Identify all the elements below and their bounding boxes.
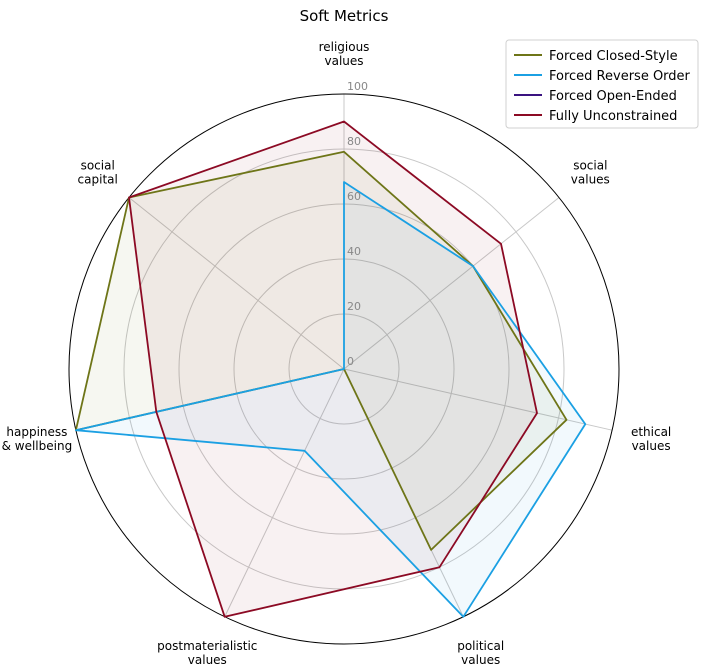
legend-entry: Forced Reverse Order: [549, 69, 691, 84]
radial-tick-label: 40: [347, 245, 361, 258]
grid-spoke: [343, 368, 613, 431]
axis-label-line: religious: [319, 40, 370, 54]
chart-title: Soft Metrics: [300, 7, 389, 25]
axis-label-line: social: [573, 159, 607, 173]
axis-label-line: capital: [78, 173, 118, 187]
series-fill: [75, 182, 586, 617]
grid-spoke: [128, 197, 345, 370]
axis-label-line: & wellbeing: [2, 439, 73, 453]
axis-label-line: social: [81, 159, 115, 173]
radial-tick-label: 60: [347, 190, 361, 203]
legend-entry: Forced Closed-Style: [549, 49, 678, 64]
grid-spoke: [224, 368, 345, 617]
series-line: [75, 181, 587, 618]
legend-entry: Forced Open-Ended: [549, 89, 677, 104]
legend: Forced Closed-Style Forced Reverse Order F…: [505, 39, 699, 129]
axis-label: happiness& wellbeing: [2, 425, 73, 453]
axis-label-line: values: [188, 653, 227, 667]
grid-spoke: [343, 197, 560, 370]
legend-box: [505, 39, 699, 129]
series-line: [75, 150, 568, 551]
axis-label-line: ethical: [631, 425, 671, 439]
series-fill: [75, 151, 567, 550]
radial-tick-label: 100: [347, 80, 368, 93]
axis-label-line: values: [324, 54, 363, 68]
legend-entry: Fully Unconstrained: [549, 109, 677, 124]
axis-label-line: values: [461, 653, 500, 667]
outer-circle: [68, 93, 620, 645]
radial-tick-label: 80: [347, 135, 361, 148]
axis-labels: 020406080100religiousvaluessocialvaluese…: [2, 40, 672, 667]
axis-label-line: postmaterialistic: [157, 639, 257, 653]
radar-series: [75, 120, 587, 618]
axis-label-line: political: [457, 639, 504, 653]
series-line: [128, 120, 538, 618]
radial-tick-label: 0: [347, 355, 354, 368]
series-fill: [129, 121, 537, 617]
radial-tick-label: 20: [347, 300, 361, 313]
axis-label-line: happiness: [6, 425, 67, 439]
axis-label-line: values: [571, 173, 610, 187]
axis-label-line: values: [632, 439, 671, 453]
